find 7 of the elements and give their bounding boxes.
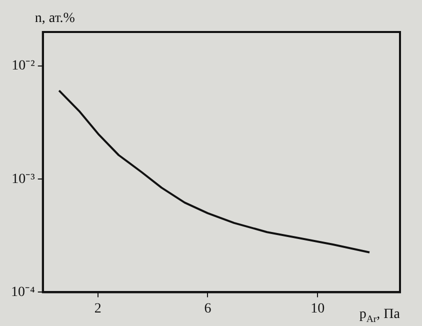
y-tick-label: 10⁻³	[12, 172, 35, 187]
y-tick-label: 10⁻⁴	[10, 284, 35, 300]
x-tick-label: 10	[310, 301, 325, 316]
y-tick-label: 10⁻²	[12, 58, 35, 74]
x-tick-label: 6	[204, 301, 212, 316]
x-tick-label: 2	[94, 301, 102, 316]
y-axis-title: n, ат.%	[34, 11, 76, 26]
